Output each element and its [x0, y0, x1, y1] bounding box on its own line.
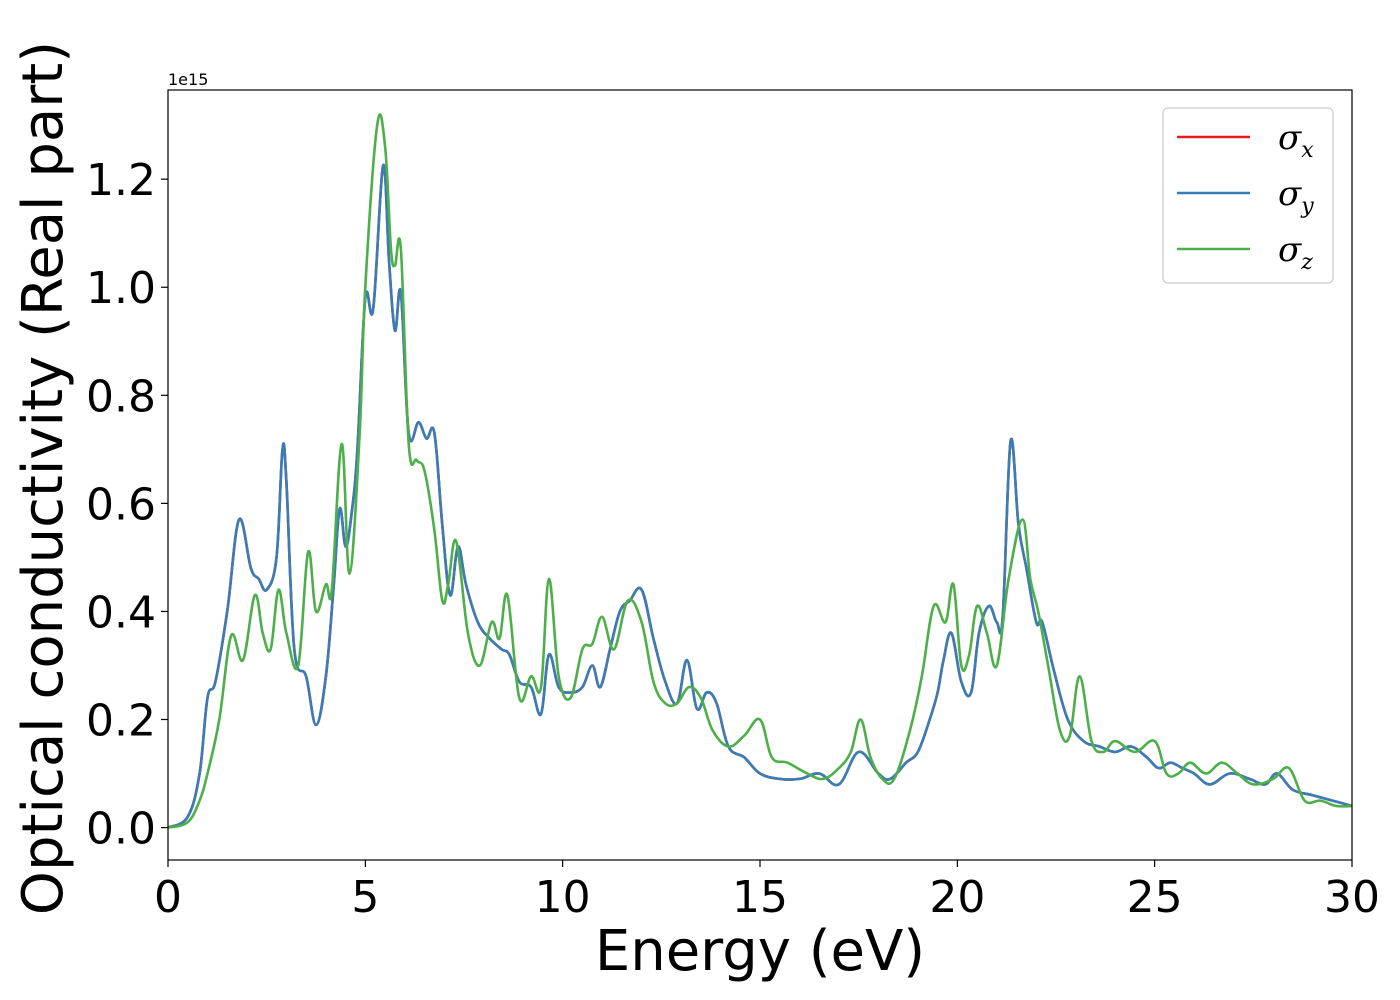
y-tick-label: 0.6	[86, 479, 156, 530]
legend-entries: σx σy σz	[1177, 118, 1314, 275]
x-tick-label: 25	[1127, 872, 1183, 923]
series-line-y	[168, 163, 1352, 829]
series-line-z	[168, 113, 1352, 829]
y-tick-label: 0.8	[86, 371, 156, 422]
y-tick-label: 0.0	[86, 804, 156, 855]
y-axis-ticks: 0.0 0.2 0.4 0.6 0.8 1.0 1.2	[86, 155, 168, 855]
x-tick-label: 0	[154, 872, 182, 923]
legend: σx σy σz	[1162, 107, 1334, 284]
y-tick-label: 1.2	[86, 155, 156, 206]
y-tick-label: 0.2	[86, 696, 156, 747]
y-tick-label: 0.4	[86, 587, 156, 638]
legend-label-x: σx	[1278, 118, 1314, 163]
x-tick-label: 5	[351, 872, 379, 923]
series-layer	[168, 113, 1352, 829]
x-axis-ticks: 0 5 10 15 20 25 30	[154, 860, 1380, 923]
x-axis-label: Energy (eV)	[595, 919, 925, 984]
legend-label-y: σy	[1278, 174, 1314, 219]
x-tick-label: 10	[535, 872, 591, 923]
legend-box	[1162, 107, 1334, 284]
x-tick-label: 20	[929, 872, 985, 923]
y-tick-label: 1.0	[86, 263, 156, 314]
x-tick-label: 30	[1324, 872, 1380, 923]
y-offset-label: 1e15	[168, 70, 208, 89]
x-tick-label: 15	[732, 872, 788, 923]
y-axis-label: Optical conductivity (Real part)	[11, 41, 76, 915]
legend-label-z: σz	[1278, 230, 1313, 275]
